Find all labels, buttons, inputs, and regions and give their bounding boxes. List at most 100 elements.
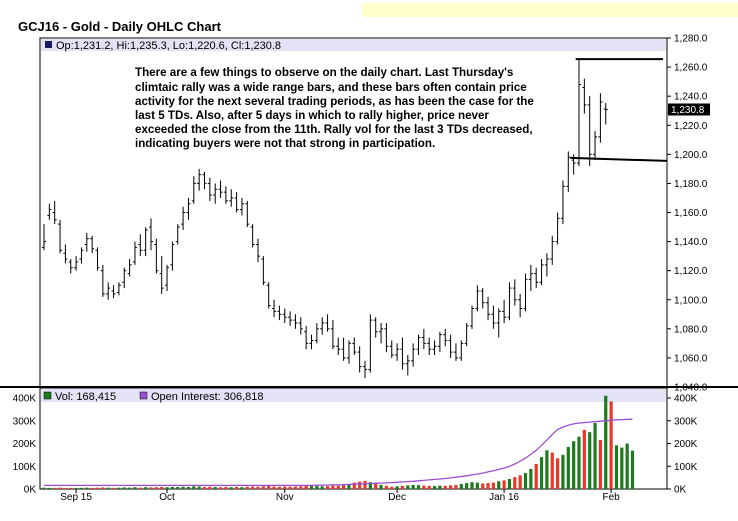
ohlc-bar — [218, 180, 223, 198]
volume-bar — [176, 486, 180, 489]
volume-legend-band — [41, 389, 666, 402]
ohlc-bar — [363, 360, 367, 379]
ohlc-bar — [197, 168, 202, 191]
ohlc-bar — [368, 314, 373, 373]
last-price-marker: 1,230.8 — [668, 103, 710, 116]
ohlc-bar — [298, 317, 303, 335]
volume-bar — [384, 485, 388, 489]
volume-bar — [507, 478, 512, 489]
ohlc-bar — [106, 282, 111, 300]
volume-bar — [400, 485, 405, 489]
ohlc-bar — [256, 238, 260, 262]
ohlc-bar — [518, 293, 523, 318]
volume-bar — [411, 484, 415, 489]
volume-bar — [144, 487, 148, 489]
volume-bar — [58, 487, 62, 489]
ohlc-bar — [389, 340, 394, 358]
volume-tick-label-left: 0K — [24, 485, 37, 496]
volume-bar — [63, 488, 67, 489]
open-interest-legend: Open Interest: 306,818 — [151, 391, 264, 403]
ohlc-bar — [207, 177, 212, 201]
ohlc-bars — [42, 58, 608, 379]
volume-bar — [218, 487, 223, 489]
price-tick-label: 1,140.0 — [674, 237, 708, 248]
ohlc-bar — [427, 337, 432, 356]
volume-tick-label-right: 400K — [674, 394, 698, 405]
volume-bar — [481, 483, 485, 489]
volume-tick-label-right: 100K — [674, 462, 698, 473]
last-price-label: 1,230.8 — [671, 105, 705, 116]
volume-bar — [358, 481, 362, 489]
volume-bar — [69, 487, 73, 489]
volume-bar — [379, 484, 383, 489]
volume-bar — [325, 486, 330, 489]
ohlc-bar — [149, 218, 153, 251]
volume-bar — [422, 485, 426, 489]
ohlc-bar — [325, 314, 330, 332]
annotation-level-low — [570, 156, 668, 162]
ohlc-bar — [213, 183, 218, 204]
volume-bar — [154, 487, 158, 489]
ohlc-bar — [534, 267, 539, 289]
volume-bar — [101, 487, 105, 489]
ohlc-bar — [58, 219, 63, 254]
annotation-line: climtaic rally was a wide range bars, an… — [135, 81, 527, 94]
volume-bar — [550, 452, 554, 489]
volume-bar — [630, 450, 635, 489]
month-label: Oct — [159, 492, 175, 503]
ohlc-bar — [250, 224, 255, 248]
volume-bar — [213, 486, 217, 489]
ohlc-bar — [598, 93, 603, 143]
ohlc-bar — [320, 317, 325, 335]
ohlc-bar — [288, 311, 293, 326]
price-tick-label: 1,120.0 — [674, 266, 708, 277]
volume-bar — [577, 436, 581, 489]
ohlc-bar — [416, 334, 421, 356]
price-tick-label: 1,080.0 — [674, 324, 708, 335]
ohlc-bar — [239, 197, 244, 216]
volume-bar — [454, 484, 458, 489]
ohlc-bar — [330, 320, 335, 350]
volume-bar — [288, 486, 292, 489]
last-price-box — [668, 103, 710, 116]
volume-bar — [149, 487, 153, 489]
volume-bar — [625, 443, 629, 489]
volume-bar — [342, 484, 346, 489]
price-tick-label: 1,260.0 — [674, 63, 708, 74]
open-interest-line — [44, 418, 633, 487]
annotation-line: activity for the next several trading pe… — [135, 95, 534, 108]
volume-bar — [416, 485, 421, 489]
ohlc-bar — [181, 206, 186, 230]
ohlc-bar — [74, 256, 79, 271]
volume-bar — [160, 486, 164, 489]
ohlc-bar — [491, 305, 496, 329]
volume-bar — [283, 486, 287, 489]
ohlc-bar — [229, 189, 234, 207]
ohlc-bar — [502, 299, 507, 324]
ohlc-bar — [582, 78, 587, 114]
volume-bar — [374, 483, 378, 489]
ohlc-bar — [539, 259, 544, 286]
price-tick-label: 1,240.0 — [674, 92, 708, 103]
volume-bar — [352, 482, 356, 489]
price-tick-label: 1,220.0 — [674, 121, 708, 132]
volume-bar — [251, 486, 255, 489]
ohlc-bar — [42, 224, 46, 251]
ohlc-bar — [346, 340, 351, 364]
volume-tick-label-left: 400K — [13, 394, 37, 405]
volume-tick-label-left: 300K — [13, 416, 37, 427]
ohlc-bar — [261, 256, 266, 286]
ohlc-bar — [507, 282, 512, 321]
volume-bar — [572, 441, 576, 489]
volume-tick-label-right: 0K — [674, 485, 687, 496]
ohlc-bar — [405, 355, 410, 376]
ohlc-bar — [550, 235, 555, 265]
volume-bar — [111, 487, 116, 489]
ohlc-bar — [138, 234, 143, 257]
month-label: Feb — [602, 492, 620, 503]
volume-bar — [186, 486, 191, 489]
ohlc-bar — [560, 180, 565, 225]
ohlc-bar — [341, 337, 346, 361]
volume-bar — [475, 482, 479, 489]
month-label: Sep 15 — [60, 492, 92, 503]
